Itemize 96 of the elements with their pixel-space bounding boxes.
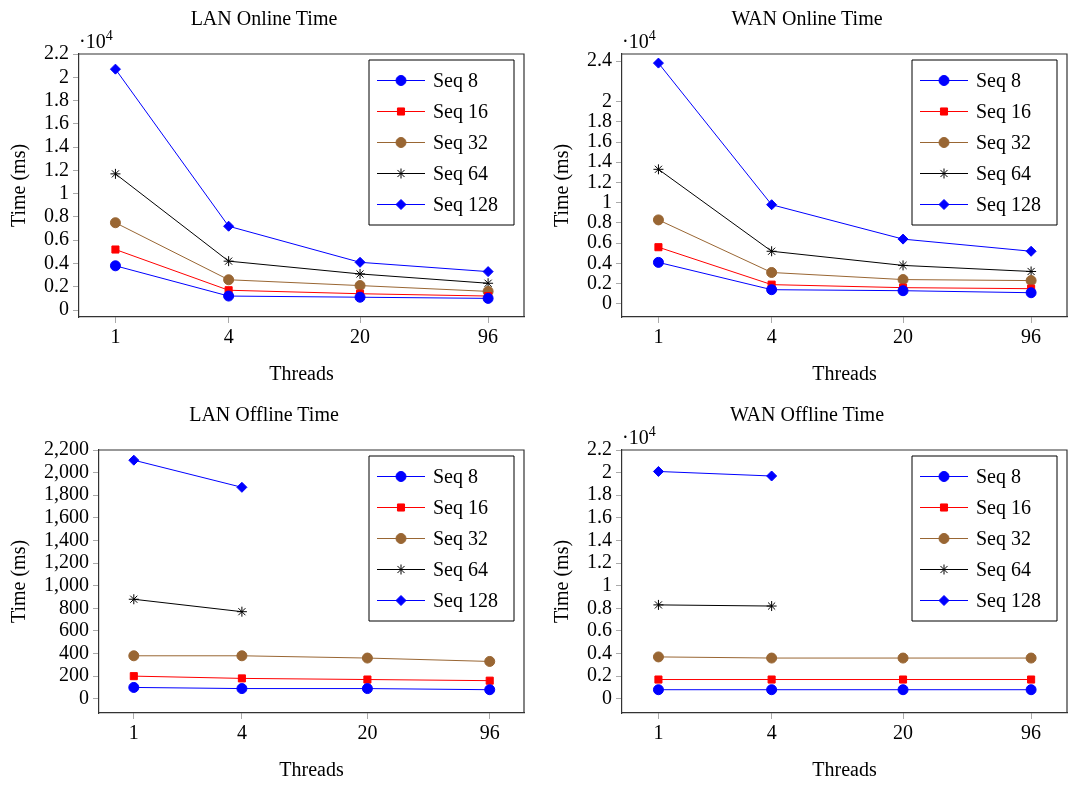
x-tick-label: 20 — [350, 325, 371, 348]
y-tick-label: 1.8 — [44, 87, 69, 110]
y-tick-label: 0 — [59, 297, 69, 320]
legend-label: Seq 32 — [976, 526, 1031, 550]
legend-label: Seq 16 — [433, 99, 488, 123]
legend-label: Seq 8 — [433, 68, 478, 92]
x-tick-label: 4 — [766, 721, 777, 744]
x-axis-title: Threads — [812, 758, 877, 781]
legend-label: Seq 64 — [433, 557, 488, 581]
y-tick-label: 0.4 — [44, 250, 69, 273]
legend-label: Seq 16 — [976, 99, 1031, 123]
y-tick-label: 1,200 — [44, 550, 89, 573]
y-tick-label: 0.8 — [44, 204, 69, 227]
legend-label: Seq 8 — [433, 464, 478, 488]
y-tick-label: 1.8 — [587, 109, 612, 132]
y-tick-label: 1.8 — [587, 482, 612, 505]
y-tick-label: 1 — [602, 189, 612, 212]
y-tick-label: 2 — [602, 459, 612, 482]
y-tick-label: 0.8 — [587, 210, 612, 233]
y-axis-title: Time (ms) — [7, 539, 31, 624]
x-axis-title: Threads — [279, 758, 344, 781]
y-tick-label: 0.4 — [587, 640, 612, 663]
x-tick-label: 20 — [893, 325, 914, 348]
y-tick-label: 2,000 — [44, 459, 89, 482]
x-tick-label: 1 — [110, 325, 121, 348]
x-tick-label: 96 — [1021, 325, 1042, 348]
x-tick-label: 4 — [236, 721, 247, 744]
x-tick-label: 1 — [653, 721, 664, 744]
legend-label: Seq 128 — [976, 192, 1041, 216]
y-tick-label: 400 — [59, 640, 89, 663]
y-tick-label: 1.4 — [44, 134, 69, 157]
y-tick-label: 1.2 — [587, 169, 612, 192]
legend-label: Seq 128 — [433, 192, 498, 216]
legend-label: Seq 32 — [433, 526, 488, 550]
y-axis-title: Time (ms) — [550, 539, 574, 624]
y-tick-label: 0.2 — [587, 270, 612, 293]
y-tick-label: 0.6 — [587, 618, 612, 641]
y-tick-label: 1 — [602, 572, 612, 595]
y-axis-title: Time (ms) — [7, 143, 31, 228]
y-tick-label: 800 — [59, 595, 89, 618]
y-tick-label: 2.2 — [587, 437, 612, 460]
y-tick-label: 1,800 — [44, 482, 89, 505]
y-tick-label: 2.4 — [587, 48, 612, 71]
y-tick-label: 0.6 — [44, 227, 69, 250]
y-tick-label: 1.6 — [587, 505, 612, 528]
y-tick-label: 1.2 — [44, 157, 69, 180]
legend-label: Seq 64 — [976, 557, 1031, 581]
y-tick-label: 0 — [602, 686, 612, 708]
y-tick-label: 0.6 — [587, 230, 612, 253]
legend-label: Seq 128 — [976, 588, 1041, 612]
x-tick-label: 96 — [479, 721, 500, 744]
x-tick-label: 96 — [478, 325, 499, 348]
legend-label: Seq 64 — [433, 161, 488, 185]
y-tick-label: 1.4 — [587, 527, 612, 550]
y-tick-label: 2 — [59, 64, 69, 87]
y-tick-label: 600 — [59, 618, 89, 641]
x-tick-label: 20 — [357, 721, 378, 744]
y-tick-label: 2.2 — [44, 41, 69, 64]
chart-title: LAN Online Time — [190, 7, 338, 30]
y-tick-label: 2 — [602, 88, 612, 111]
y-tick-label: 0 — [79, 686, 89, 708]
legend-label: Seq 64 — [976, 161, 1031, 185]
x-axis-title: Threads — [269, 362, 334, 385]
y-tick-label: 2,200 — [44, 437, 89, 460]
y-tick-label: 0.2 — [44, 273, 69, 296]
chart-title: WAN Online Time — [731, 7, 883, 30]
legend-label: Seq 32 — [976, 130, 1031, 154]
y-tick-label: 1.2 — [587, 550, 612, 573]
x-tick-label: 20 — [893, 721, 914, 744]
y-tick-label: 1,400 — [44, 527, 89, 550]
y-tick-label: 1 — [59, 180, 69, 203]
x-axis-title: Threads — [812, 362, 877, 385]
legend-label: Seq 16 — [433, 495, 488, 519]
y-tick-label: 1.4 — [587, 149, 612, 172]
x-tick-label: 96 — [1021, 721, 1042, 744]
chart-title: LAN Offline Time — [189, 403, 339, 426]
legend-label: Seq 8 — [976, 68, 1021, 92]
x-tick-label: 1 — [128, 721, 139, 744]
y-tick-label: 1,600 — [44, 505, 89, 528]
y-tick-label: 0 — [602, 291, 612, 314]
legend-label: Seq 128 — [433, 588, 498, 612]
y-tick-label: 1.6 — [44, 111, 69, 134]
x-tick-label: 4 — [766, 325, 777, 348]
y-axis-title: Time (ms) — [550, 143, 574, 228]
y-tick-label: 0.8 — [587, 595, 612, 618]
y-tick-label: 0.2 — [587, 663, 612, 686]
y-tick-label: 200 — [59, 663, 89, 686]
y-tick-label: 0.4 — [587, 250, 612, 273]
x-tick-label: 4 — [223, 325, 234, 348]
legend-label: Seq 8 — [976, 464, 1021, 488]
legend-label: Seq 32 — [433, 130, 488, 154]
legend-label: Seq 16 — [976, 495, 1031, 519]
chart-title: WAN Offline Time — [729, 403, 885, 426]
x-tick-label: 1 — [653, 325, 664, 348]
y-tick-label: 1.6 — [587, 129, 612, 152]
y-tick-label: 1,000 — [44, 572, 89, 595]
